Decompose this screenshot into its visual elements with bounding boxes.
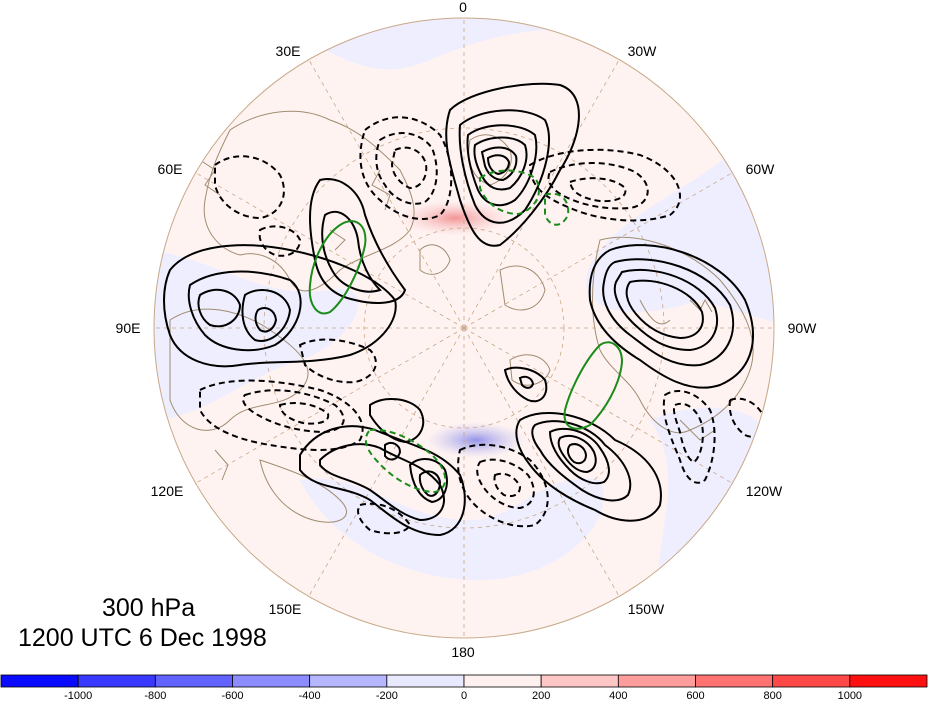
colorbar-tick-label: -800 — [144, 690, 166, 702]
longitude-label-90w: 90W — [788, 320, 818, 336]
longitude-label-120e: 120E — [151, 483, 184, 499]
colorbar-tick-label: 200 — [532, 690, 550, 702]
longitude-label-30e: 30E — [276, 43, 301, 59]
colorbar-box — [0, 674, 79, 688]
colorbar-tick-label: 0 — [461, 690, 467, 702]
longitude-label-150e: 150E — [269, 601, 302, 617]
colorbar-tick-label: -1000 — [64, 690, 92, 702]
timestamp-label: 1200 UTC 6 Dec 1998 — [18, 624, 267, 652]
negative-contours — [199, 116, 767, 535]
colorbar-tick-label: -200 — [376, 690, 398, 702]
longitude-label-0: 0 — [459, 0, 467, 15]
longitude-label-90e: 90E — [116, 320, 141, 336]
colorbar-tick-label: 800 — [763, 690, 781, 702]
colorbar-box — [772, 674, 851, 688]
colorbar-tick-label: -600 — [221, 690, 243, 702]
colorbar-box — [540, 674, 619, 688]
colorbar-box — [309, 674, 388, 688]
colorbar-tick-labels: -1000 -800 -600 -400 -200 0 200 400 600 800 1000 — [64, 690, 862, 702]
map-boundary — [153, 17, 775, 639]
longitude-label-180: 180 — [451, 644, 475, 660]
colorbar-tick-label: 1000 — [838, 690, 862, 702]
colorbar-box — [849, 674, 928, 688]
graticule — [154, 18, 774, 638]
longitude-label-120w: 120W — [746, 483, 783, 499]
colorbar-box — [154, 674, 233, 688]
colorbar-tick-label: 400 — [609, 690, 627, 702]
colorbar-box — [386, 674, 465, 688]
colorbar-tick-label: 600 — [686, 690, 704, 702]
longitude-label-150w: 150W — [628, 601, 665, 617]
colorbar-boxes — [0, 674, 928, 688]
colorbar-box — [232, 674, 311, 688]
longitude-label-30w: 30W — [628, 43, 658, 59]
colorbar-box — [617, 674, 696, 688]
longitude-label-60e: 60E — [158, 161, 183, 177]
positive-contours — [163, 82, 754, 537]
pressure-level-label: 300 hPa — [102, 594, 196, 622]
longitude-label-60w: 60W — [746, 161, 776, 177]
colorbar-tick-label: -400 — [299, 690, 321, 702]
colorbar-box — [695, 674, 774, 688]
green-contours — [308, 169, 624, 494]
colorbar-box — [77, 674, 156, 688]
colorbar-box — [463, 674, 542, 688]
